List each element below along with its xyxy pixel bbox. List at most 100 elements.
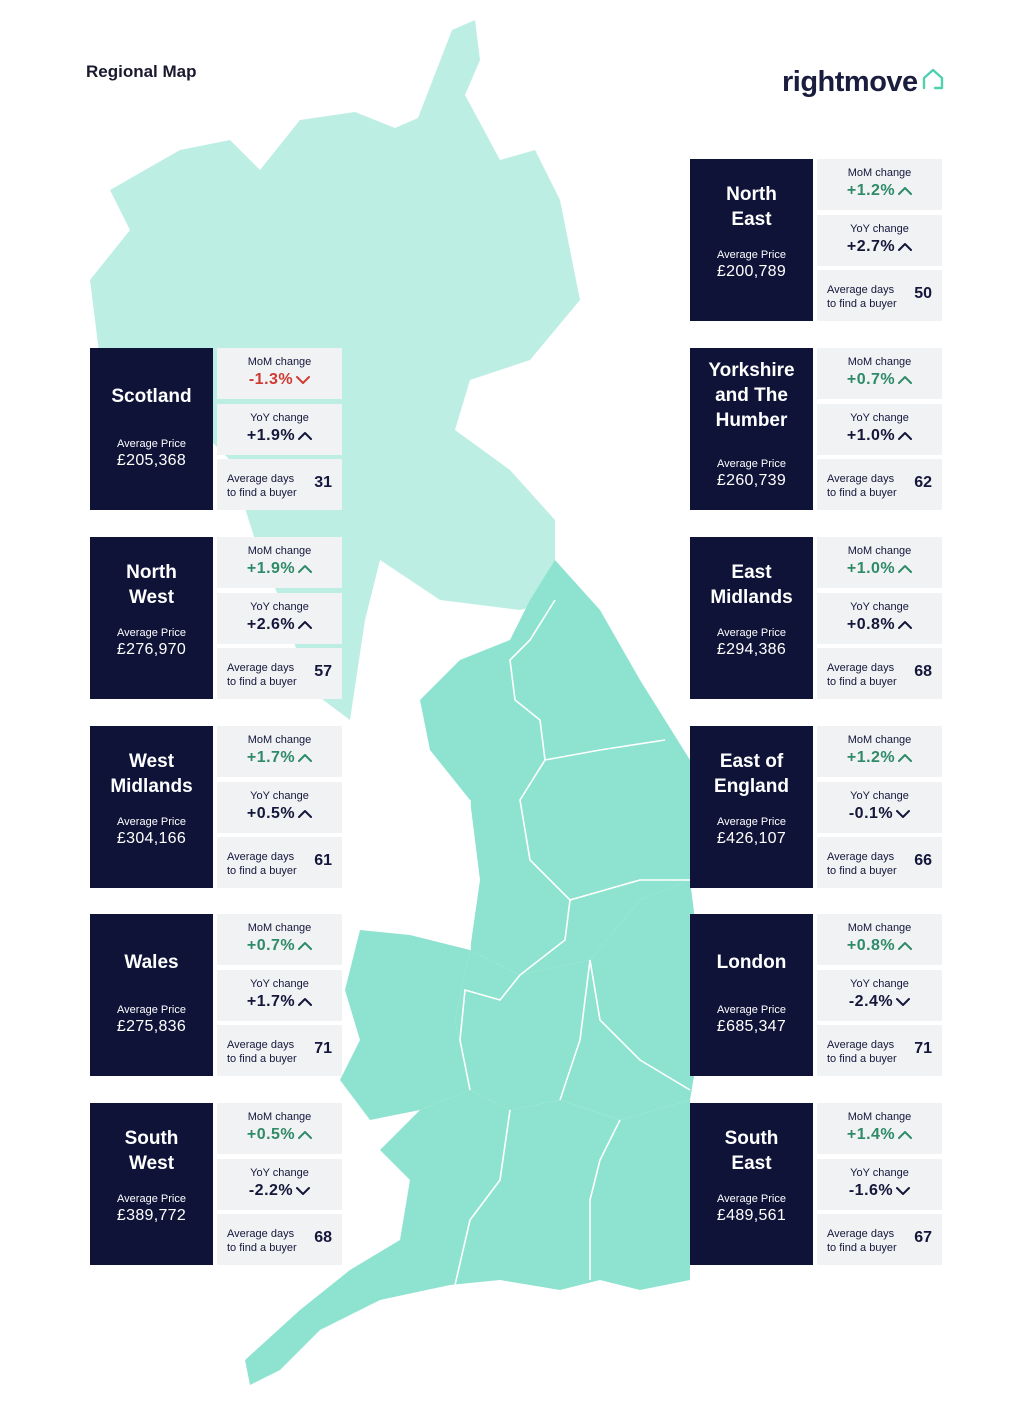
region-card-south-west: South West Average Price £389,772 MoM change… bbox=[90, 1103, 342, 1265]
mom-change-value: +0.7% bbox=[817, 371, 942, 389]
house-icon bbox=[922, 68, 944, 90]
yoy-change-label: YoY change bbox=[850, 978, 909, 990]
days-value: 67 bbox=[914, 1229, 932, 1246]
days-to-sell-cell: Average days to find a buyer 71 bbox=[217, 1025, 342, 1076]
yoy-change-value: +2.6% bbox=[217, 616, 342, 634]
mom-change-cell: MoM change +1.0% bbox=[817, 537, 942, 588]
chevron-up-icon bbox=[298, 997, 313, 1006]
yoy-change-number: +0.8% bbox=[846, 616, 896, 633]
average-price-value: £275,836 bbox=[116, 1018, 187, 1035]
days-label-line1: Average days bbox=[227, 1039, 295, 1051]
region-card-south-east: South East Average Price £489,561 MoM change… bbox=[690, 1103, 942, 1265]
region-summary: East of England Average Price £426,107 bbox=[690, 726, 813, 888]
region-name-line: East bbox=[731, 1153, 772, 1174]
mom-change-label: MoM change bbox=[847, 922, 912, 934]
region-name-line: Midlands bbox=[110, 776, 193, 797]
chevron-up-icon bbox=[898, 186, 913, 195]
chevron-down-icon bbox=[896, 997, 911, 1006]
yoy-change-value: -1.6% bbox=[817, 1182, 942, 1200]
yoy-change-label: YoY change bbox=[250, 790, 309, 802]
yoy-change-cell: YoY change -1.6% bbox=[817, 1159, 942, 1210]
yoy-change-cell: YoY change +1.7% bbox=[217, 970, 342, 1021]
region-summary: South West Average Price £389,772 bbox=[90, 1103, 213, 1265]
chevron-up-icon bbox=[898, 242, 913, 251]
average-price-label: Average Price bbox=[117, 438, 186, 450]
chevron-up-icon bbox=[298, 431, 313, 440]
yoy-change-number: +1.9% bbox=[246, 427, 296, 444]
days-label-line2: to find a buyer bbox=[827, 298, 897, 310]
mom-change-cell: MoM change -1.3% bbox=[217, 348, 342, 399]
days-label-line1: Average days bbox=[827, 851, 895, 863]
region-summary: North East Average Price £200,789 bbox=[690, 159, 813, 321]
region-name: Yorkshire and The Humber bbox=[690, 358, 813, 433]
yoy-change-label: YoY change bbox=[250, 1167, 309, 1179]
days-value: 68 bbox=[314, 1229, 332, 1246]
mom-change-number: +1.2% bbox=[846, 182, 896, 199]
days-label: Average days to find a buyer bbox=[227, 661, 297, 689]
mom-change-cell: MoM change +0.8% bbox=[817, 914, 942, 965]
region-name-line: Wales bbox=[124, 952, 179, 973]
yoy-change-cell: YoY change +2.7% bbox=[817, 215, 942, 266]
region-name-line: London bbox=[716, 952, 787, 973]
mom-change-cell: MoM change +1.2% bbox=[817, 726, 942, 777]
region-summary: Scotland Average Price £205,368 bbox=[90, 348, 213, 510]
chevron-up-icon bbox=[298, 941, 313, 950]
region-name-line: Yorkshire bbox=[708, 360, 795, 381]
average-price-value: £200,789 bbox=[716, 263, 787, 280]
yoy-change-value: -0.1% bbox=[817, 805, 942, 823]
region-name-line: West bbox=[128, 751, 175, 772]
days-label: Average days to find a buyer bbox=[827, 283, 897, 311]
region-card-wales: Wales Average Price £275,836 MoM change +0.7… bbox=[90, 914, 342, 1076]
chevron-up-icon bbox=[898, 753, 913, 762]
yoy-change-value: +1.7% bbox=[217, 993, 342, 1011]
region-card-east-midlands: East Midlands Average Price £294,386 MoM cha… bbox=[690, 537, 942, 699]
mom-change-number: +1.4% bbox=[846, 1126, 896, 1143]
region-name: London bbox=[690, 950, 813, 975]
mom-change-value: +0.8% bbox=[817, 937, 942, 955]
yoy-change-value: -2.2% bbox=[217, 1182, 342, 1200]
region-card-east-of-england: East of England Average Price £426,107 MoM c… bbox=[690, 726, 942, 888]
yoy-change-value: -2.4% bbox=[817, 993, 942, 1011]
mom-change-label: MoM change bbox=[247, 922, 312, 934]
yoy-change-cell: YoY change -2.2% bbox=[217, 1159, 342, 1210]
days-label: Average days to find a buyer bbox=[227, 1038, 297, 1066]
region-name: Scotland bbox=[90, 384, 213, 409]
mom-change-value: -1.3% bbox=[217, 371, 342, 389]
mom-change-label: MoM change bbox=[247, 734, 312, 746]
days-to-sell-cell: Average days to find a buyer 31 bbox=[217, 459, 342, 510]
south-england-region bbox=[245, 1090, 690, 1385]
region-summary: Wales Average Price £275,836 bbox=[90, 914, 213, 1076]
chevron-up-icon bbox=[898, 941, 913, 950]
days-to-sell-cell: Average days to find a buyer 67 bbox=[817, 1214, 942, 1265]
chevron-down-icon bbox=[296, 375, 311, 384]
days-label: Average days to find a buyer bbox=[227, 472, 297, 500]
days-value: 68 bbox=[914, 663, 932, 680]
days-label: Average days to find a buyer bbox=[827, 1038, 897, 1066]
average-price-value: £489,561 bbox=[716, 1207, 787, 1224]
days-label-line1: Average days bbox=[227, 662, 295, 674]
region-name-line: East bbox=[731, 562, 772, 583]
yoy-change-label: YoY change bbox=[850, 790, 909, 802]
yoy-change-label: YoY change bbox=[850, 223, 909, 235]
chevron-down-icon bbox=[896, 1186, 911, 1195]
average-price-label: Average Price bbox=[117, 627, 186, 639]
mom-change-label: MoM change bbox=[847, 1111, 912, 1123]
days-label-line2: to find a buyer bbox=[227, 1242, 297, 1254]
brand-logo: rightmove bbox=[782, 66, 918, 98]
chevron-up-icon bbox=[898, 375, 913, 384]
yoy-change-cell: YoY change +2.6% bbox=[217, 593, 342, 644]
region-name: East Midlands bbox=[690, 560, 813, 610]
region-name-line: England bbox=[714, 776, 789, 797]
yoy-change-label: YoY change bbox=[850, 601, 909, 613]
yoy-change-label: YoY change bbox=[850, 412, 909, 424]
region-summary: Yorkshire and The Humber Average Price £260,… bbox=[690, 348, 813, 510]
average-price-value: £205,368 bbox=[116, 452, 187, 469]
days-label-line1: Average days bbox=[227, 851, 295, 863]
mom-change-cell: MoM change +0.7% bbox=[217, 914, 342, 965]
days-label-line1: Average days bbox=[827, 1039, 895, 1051]
mom-change-value: +1.9% bbox=[217, 560, 342, 578]
days-label: Average days to find a buyer bbox=[827, 661, 897, 689]
mom-change-number: +0.7% bbox=[246, 937, 296, 954]
region-name-line: Midlands bbox=[710, 587, 793, 608]
days-value: 71 bbox=[914, 1040, 932, 1057]
